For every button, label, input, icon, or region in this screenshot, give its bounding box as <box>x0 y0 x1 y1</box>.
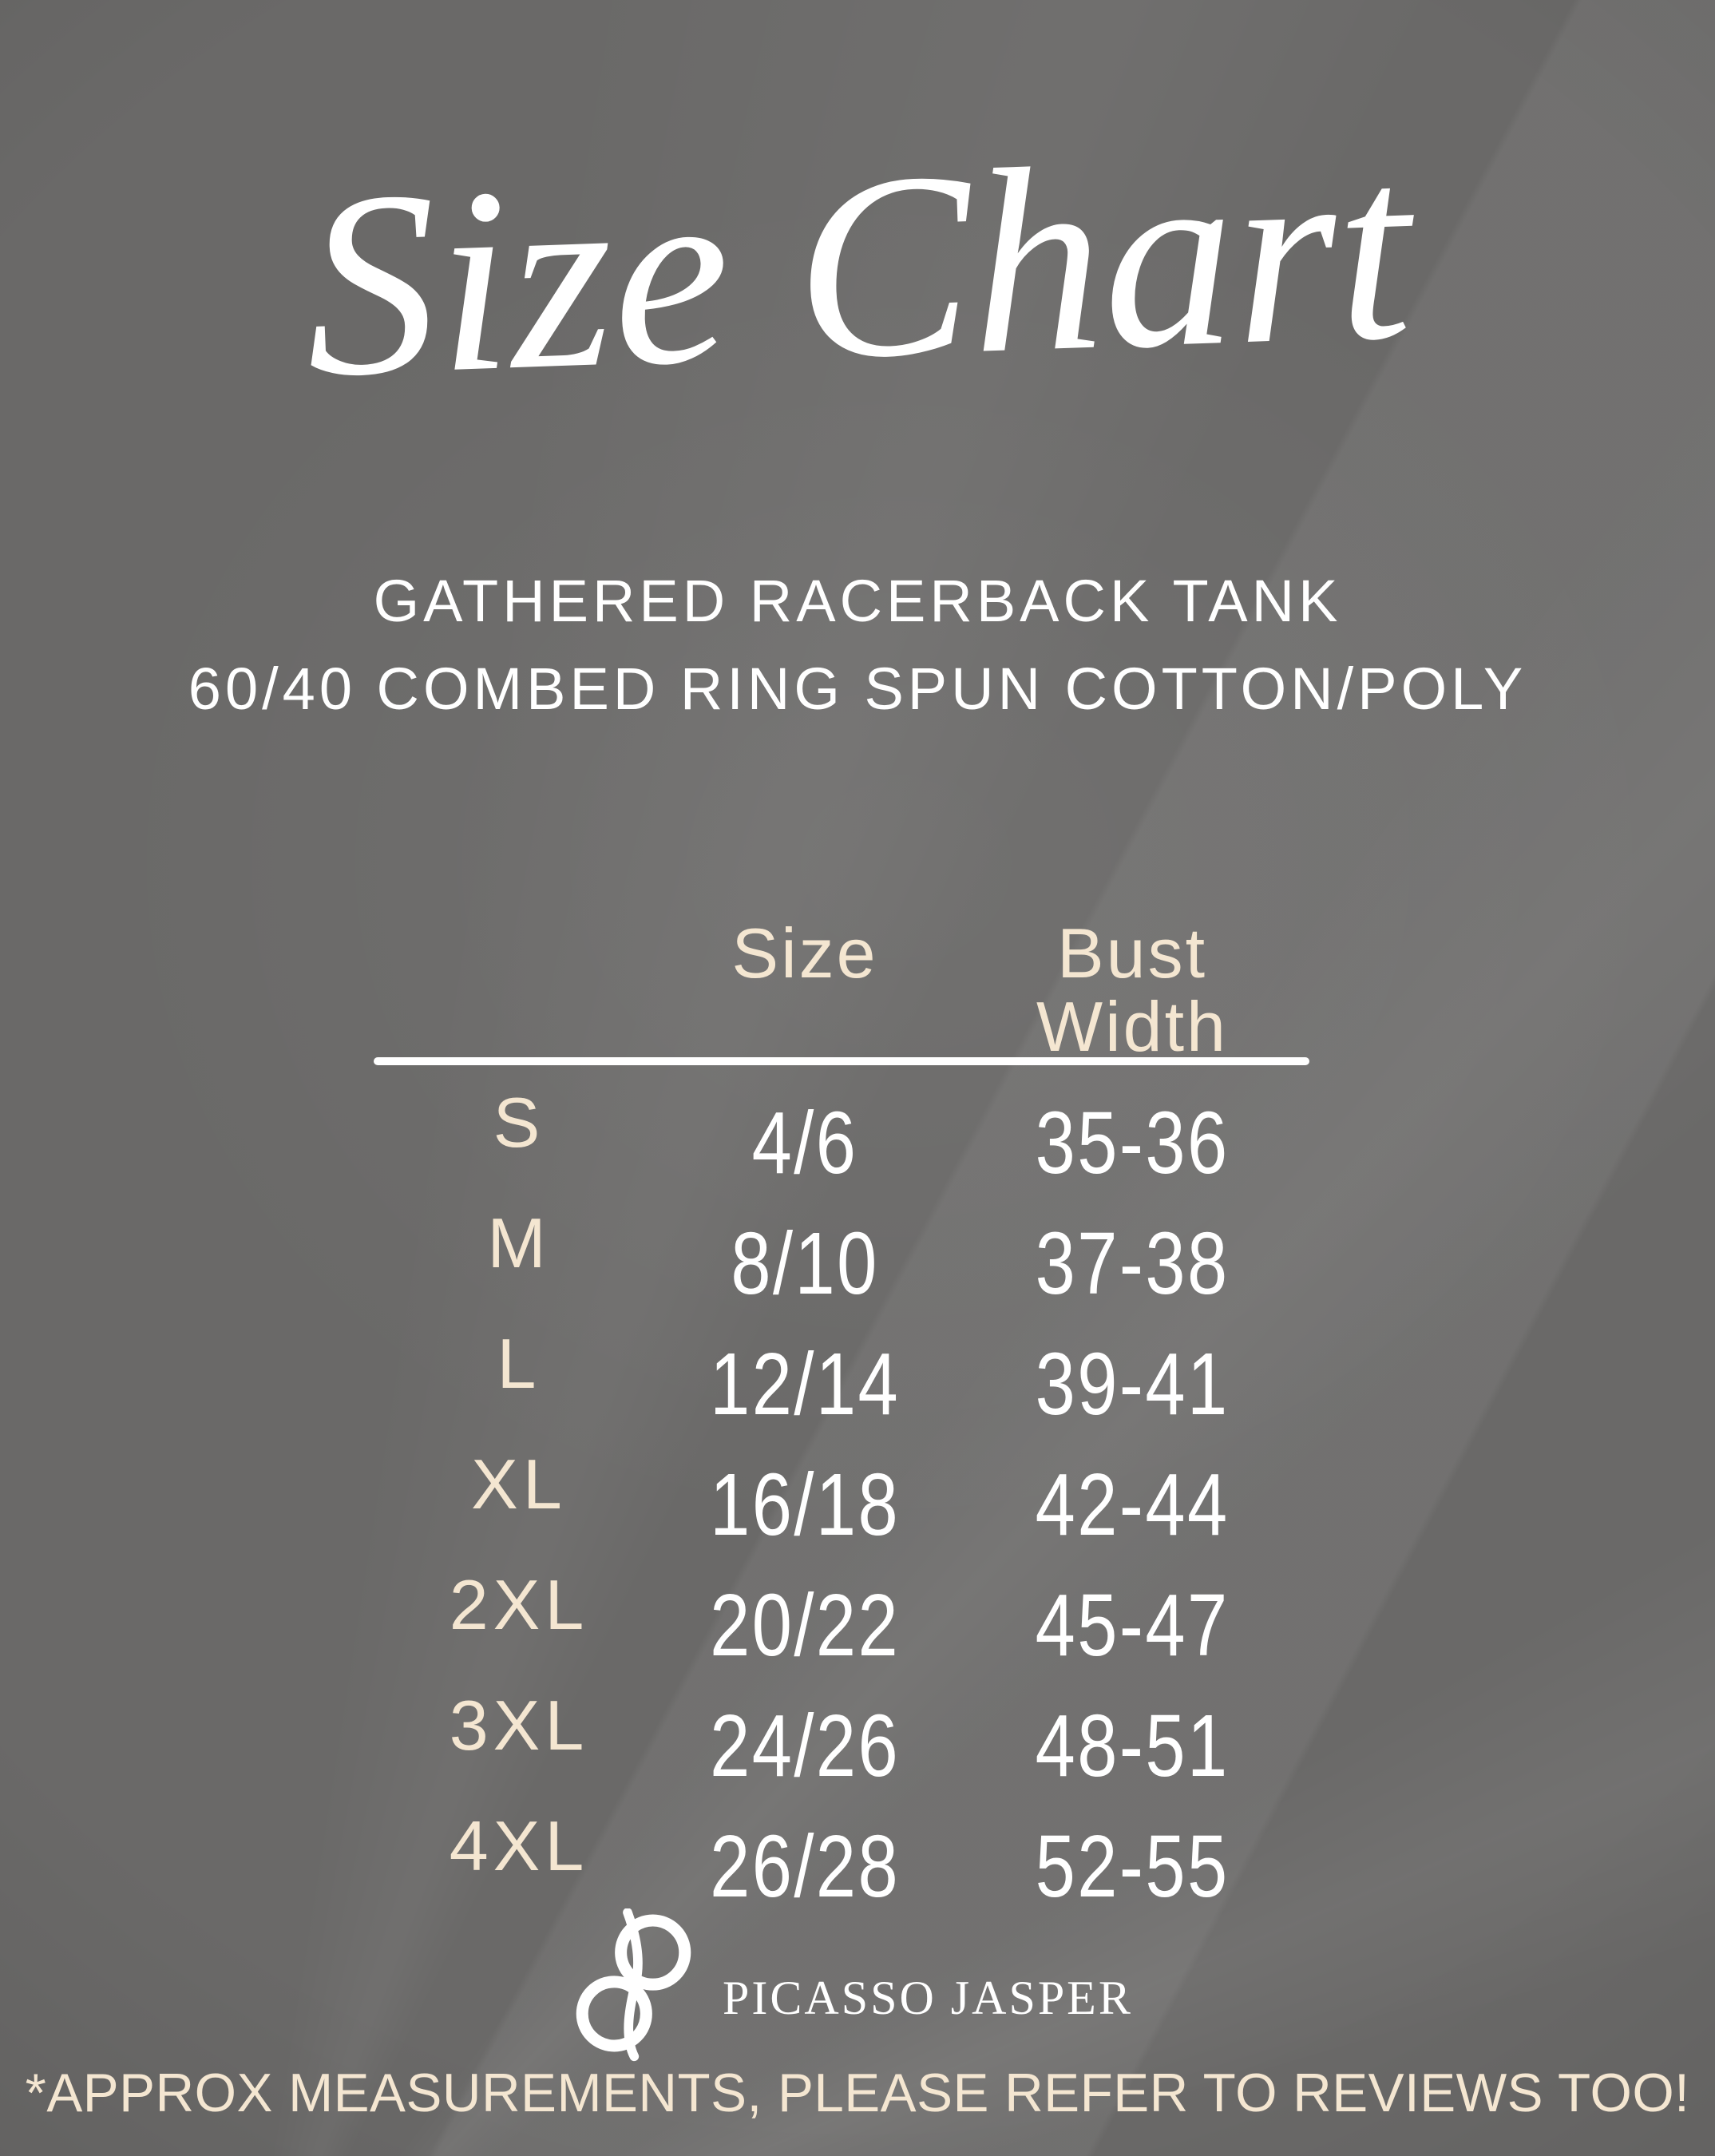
bust-width-value: 45-47 <box>1035 1576 1230 1674</box>
size-letter-label: 2XL <box>449 1564 589 1644</box>
column-header-size: Size <box>731 914 878 993</box>
brand-name: PICASSO JASPER <box>723 1972 1133 2024</box>
picasso-jasper-logo-icon <box>576 1908 691 2062</box>
size-table: S 4/6 35-36 M 8/10 37-38 L 12/14 39-41 X… <box>0 1062 1715 1916</box>
table-row: M 8/10 37-38 <box>0 1183 1715 1314</box>
bust-width-value: 42-44 <box>1035 1456 1230 1554</box>
bust-width-value: 37-38 <box>1035 1215 1230 1313</box>
column-header-bust-width: Bust Width <box>964 917 1300 1064</box>
table-row: 2XL 20/22 45-47 <box>0 1544 1715 1675</box>
size-letter-label: L <box>497 1323 541 1403</box>
footer-note: *APPROX MEASUREMENTS, PLEASE REFER TO RE… <box>25 2063 1690 2123</box>
bust-width-value: 52-55 <box>1035 1817 1230 1916</box>
numeric-size-value: 4/6 <box>751 1094 858 1192</box>
product-subtitle: GATHERED RACERBACK TANK 60/40 COMBED RIN… <box>0 557 1715 733</box>
numeric-size-value: 16/18 <box>709 1456 901 1554</box>
size-letter-label: S <box>493 1082 545 1162</box>
header-divider-line <box>374 1057 1309 1065</box>
numeric-size-value: 26/28 <box>709 1817 901 1916</box>
subtitle-line-product: GATHERED RACERBACK TANK <box>373 568 1342 634</box>
column-header-bust-line2: Width <box>1036 987 1228 1066</box>
numeric-size-value: 8/10 <box>731 1215 879 1313</box>
table-row: 4XL 26/28 52-55 <box>0 1785 1715 1916</box>
size-letter-label: XL <box>471 1444 567 1524</box>
numeric-size-value: 20/22 <box>709 1576 901 1674</box>
size-letter-label: M <box>487 1203 551 1282</box>
size-letter-label: 4XL <box>449 1805 589 1885</box>
table-row: XL 16/18 42-44 <box>0 1424 1715 1555</box>
subtitle-line-fabric: 60/40 COMBED RING SPUN COTTON/POLY <box>188 656 1527 722</box>
bust-width-value: 39-41 <box>1035 1335 1230 1433</box>
bust-width-value: 35-36 <box>1035 1094 1230 1192</box>
brand-lockup: PICASSO JASPER <box>0 1900 1715 2092</box>
table-row: 3XL 24/26 48-51 <box>0 1665 1715 1796</box>
table-row: L 12/14 39-41 <box>0 1303 1715 1434</box>
size-letter-label: 3XL <box>449 1685 589 1765</box>
numeric-size-value: 12/14 <box>709 1335 901 1433</box>
bust-width-value: 48-51 <box>1035 1697 1230 1795</box>
numeric-size-value: 24/26 <box>709 1697 901 1795</box>
page-title: Size Chart <box>299 101 1416 433</box>
column-header-bust-line1: Bust <box>1056 914 1208 993</box>
table-row: S 4/6 35-36 <box>0 1062 1715 1193</box>
